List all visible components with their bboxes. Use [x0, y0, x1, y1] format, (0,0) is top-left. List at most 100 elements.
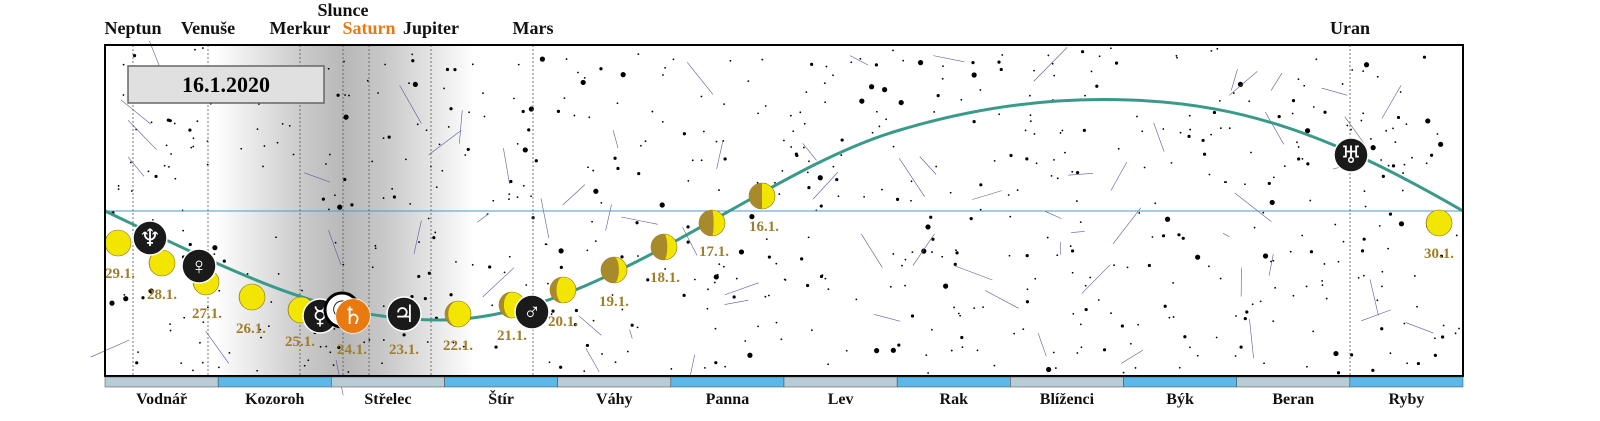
star	[704, 367, 706, 369]
star	[1144, 167, 1146, 169]
star	[1360, 120, 1362, 122]
star	[1009, 154, 1012, 157]
star	[1406, 362, 1408, 364]
star	[468, 111, 470, 113]
star	[850, 61, 852, 63]
star	[1361, 249, 1364, 252]
star	[443, 88, 445, 90]
star	[876, 111, 878, 113]
star	[715, 328, 717, 330]
star	[517, 143, 519, 145]
zodiac-segment	[558, 377, 671, 387]
star	[334, 194, 336, 196]
star	[1309, 200, 1311, 202]
star	[247, 273, 249, 275]
star	[1076, 352, 1078, 354]
star	[371, 161, 373, 163]
star	[664, 67, 666, 69]
planet-symbol: ♂	[523, 300, 541, 326]
star	[546, 243, 548, 245]
star	[1233, 92, 1235, 94]
star	[954, 263, 957, 266]
star	[491, 304, 493, 306]
star	[911, 314, 914, 317]
zodiac-segment	[784, 377, 897, 387]
star	[1210, 134, 1212, 136]
planet-label: Neptun	[104, 18, 161, 38]
star	[1235, 355, 1237, 357]
star	[1380, 327, 1383, 330]
star	[1333, 351, 1338, 356]
star	[586, 344, 589, 347]
star	[635, 221, 638, 224]
star	[264, 145, 266, 147]
star	[613, 157, 616, 160]
star	[335, 242, 337, 244]
star	[739, 249, 744, 254]
star	[780, 338, 782, 340]
star	[1371, 369, 1374, 372]
star	[1189, 346, 1191, 348]
star	[1152, 236, 1154, 238]
star	[730, 60, 732, 62]
star	[240, 148, 242, 150]
star	[1245, 310, 1248, 313]
star	[670, 368, 672, 370]
star	[714, 282, 716, 284]
star	[141, 296, 144, 299]
star	[123, 64, 125, 66]
star	[228, 352, 230, 354]
star	[1312, 331, 1314, 333]
star	[270, 301, 272, 303]
star	[953, 307, 955, 309]
star	[449, 107, 452, 110]
star	[1260, 300, 1262, 302]
star	[1392, 127, 1394, 129]
star	[325, 163, 327, 165]
star	[428, 272, 431, 275]
star	[660, 202, 665, 207]
star	[1047, 55, 1049, 57]
star	[1071, 249, 1074, 252]
star	[1296, 141, 1298, 143]
star	[1208, 265, 1210, 267]
star	[881, 189, 883, 191]
star	[426, 129, 428, 131]
zodiac-segment	[1124, 377, 1237, 387]
star	[1417, 362, 1420, 365]
star	[388, 136, 391, 139]
star	[375, 247, 377, 249]
star	[1055, 367, 1057, 369]
star	[824, 278, 826, 280]
star	[1064, 152, 1066, 154]
star	[1263, 362, 1265, 364]
star	[560, 266, 563, 269]
star	[820, 275, 823, 278]
star	[687, 241, 690, 244]
star	[1001, 54, 1003, 56]
star	[333, 328, 335, 330]
star	[1130, 343, 1132, 345]
star	[343, 178, 346, 181]
star	[1052, 63, 1054, 65]
zodiac-label: Střelec	[364, 391, 411, 408]
star	[1095, 85, 1098, 88]
moon-date: 17.1.	[699, 244, 729, 260]
star	[199, 342, 201, 344]
star	[403, 333, 406, 336]
star	[428, 218, 430, 220]
star	[256, 370, 258, 372]
zodiac-segment	[1010, 377, 1123, 387]
star	[807, 172, 809, 174]
star	[347, 371, 349, 373]
star	[523, 185, 525, 187]
star	[1030, 114, 1032, 116]
star	[942, 78, 944, 80]
star	[1322, 284, 1324, 286]
star	[488, 265, 491, 268]
star	[1456, 235, 1458, 237]
star	[1334, 224, 1336, 226]
star	[901, 265, 903, 267]
moon-date: 22.1.	[443, 338, 473, 354]
star	[584, 77, 586, 79]
